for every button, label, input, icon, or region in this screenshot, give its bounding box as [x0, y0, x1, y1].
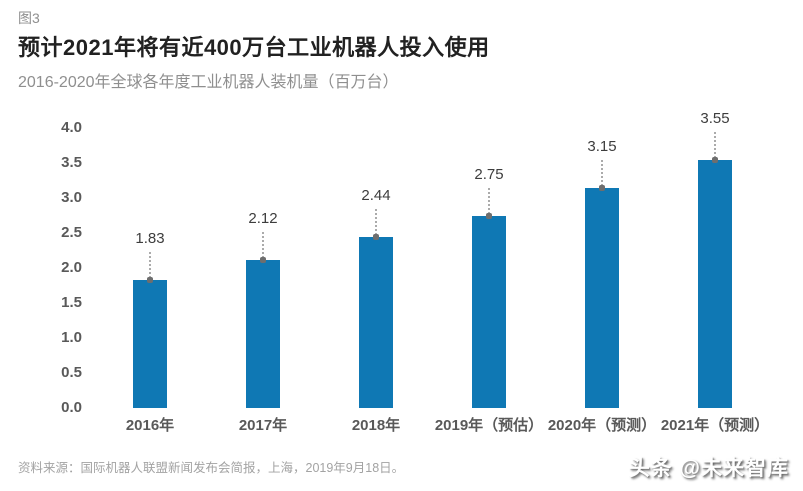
leader-line	[149, 251, 151, 278]
bar	[359, 237, 393, 408]
watermark: 头条 @未来智库	[628, 457, 789, 480]
bar-top-dot	[373, 234, 379, 241]
bar	[133, 279, 167, 408]
bar	[472, 215, 506, 408]
bar-top-dot	[260, 256, 266, 263]
bar-top-dot	[599, 184, 605, 191]
x-axis-label: 2019年（预估）	[434, 417, 544, 434]
y-axis-tick: 2.0	[61, 259, 82, 276]
bar-value-label: 2.75	[474, 165, 504, 183]
bar	[246, 259, 280, 408]
leader-line	[262, 231, 264, 258]
x-axis-label: 2017年	[238, 417, 288, 434]
leader-line	[375, 209, 377, 236]
y-axis-tick: 1.5	[61, 294, 82, 311]
source-note: 资料来源：国际机器人联盟新闻发布会简报，上海，2019年9月18日。	[18, 461, 405, 475]
y-axis-tick: 3.5	[61, 154, 82, 171]
bar-top-dot	[486, 212, 492, 219]
bar-value-label: 2.12	[248, 209, 278, 227]
y-axis-tick: 3.0	[61, 189, 82, 206]
y-axis-tick: 1.0	[61, 329, 82, 346]
bar-value-label: 2.44	[361, 187, 391, 205]
bar-value-label: 3.15	[587, 137, 617, 155]
chart-subtitle: 2016-2020年全球各年度工业机器人装机量（百万台）	[18, 74, 399, 91]
y-axis-tick: 4.0	[61, 119, 82, 136]
x-axis-label: 2018年	[351, 417, 401, 434]
leader-line	[714, 131, 716, 158]
bar-top-dot	[712, 156, 718, 163]
chart-title: 预计2021年将有近400万台工业机器人投入使用	[18, 35, 490, 60]
bar-value-label: 1.83	[135, 229, 165, 247]
y-axis-tick: 0.5	[61, 364, 82, 381]
bar	[698, 159, 732, 408]
bar-top-dot	[147, 276, 153, 283]
x-axis-label: 2016年	[125, 417, 175, 434]
y-axis-tick: 0.0	[61, 399, 82, 416]
x-axis-label: 2021年（预测）	[660, 417, 770, 434]
y-axis-tick: 2.5	[61, 224, 82, 241]
bar	[585, 187, 619, 408]
bar-chart: 4.0 3.5 3.0 2.5 2.0 1.5 1.0 0.5 0.0 1.83 2016年 2.12…	[0, 110, 803, 450]
x-axis-label: 2020年（预测）	[547, 417, 657, 434]
leader-line	[601, 159, 603, 186]
leader-line	[488, 187, 490, 214]
figure-label: 图3	[18, 10, 40, 26]
bar-value-label: 3.55	[700, 109, 730, 127]
